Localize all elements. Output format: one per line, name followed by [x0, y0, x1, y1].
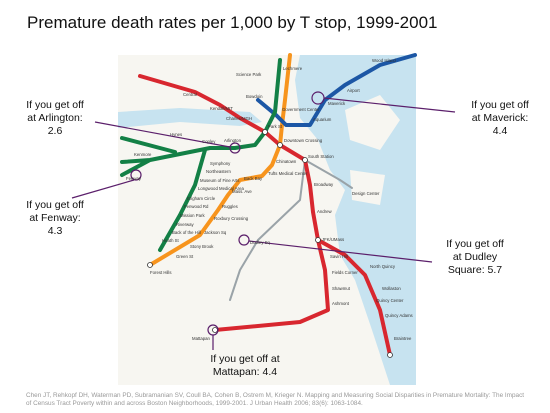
station-label: Lechmere: [283, 66, 303, 71]
station-label: Savin Hill: [330, 254, 348, 259]
station-label: Kendall/MIT: [210, 106, 233, 111]
station: [147, 262, 153, 268]
station-label: Mass. Ave: [232, 189, 252, 194]
station-label: Museum of Fine Arts: [200, 178, 239, 183]
station-label: Chinatown: [276, 159, 297, 164]
station-label: Charles/MGH: [226, 116, 252, 121]
station-label: Science Park: [236, 72, 262, 77]
station-label: Fenwood Rd: [184, 204, 209, 209]
highlight-circle: [238, 234, 250, 246]
station-label: Kenmore: [134, 152, 152, 157]
station-label: Design Center: [352, 191, 380, 196]
station-label: Copley: [202, 139, 216, 144]
station-label: Longwood Medical Area: [198, 186, 244, 191]
station-label: Mission Park: [180, 213, 205, 218]
station-label: Ashmont: [332, 301, 350, 306]
station-label: Dudley Sq: [250, 240, 270, 245]
station-label: Downtown Crossing: [284, 138, 323, 143]
station-label: Quincy Center: [376, 298, 404, 303]
station-label: Shawmut: [332, 286, 351, 291]
station-label: Central: [183, 92, 197, 97]
station: [262, 129, 268, 135]
silver-line: [229, 159, 353, 301]
station-label: Brigham Circle: [187, 196, 216, 201]
station-label: Back of the Hill: [172, 230, 201, 235]
callout-text: 4.4: [493, 125, 508, 137]
station-label: Jackson Sq: [204, 230, 227, 235]
callout-text: If you get off: [26, 199, 84, 211]
callout-text: at Fenway:: [29, 212, 80, 224]
transit-map: Science Park Lechmere Central Kendall/MIT Ch…: [71, 53, 456, 385]
station-label: Mattapan: [192, 336, 211, 341]
callout-text: Mattapan: 4.4: [213, 366, 277, 378]
station: [302, 157, 308, 163]
station: [212, 327, 218, 333]
citation: Chen JT, Rehkopf DH, Waterman PD, Subram…: [26, 392, 525, 407]
station-label: Wollaston: [382, 286, 401, 291]
green-line: [120, 58, 282, 252]
highlight-circle: [130, 169, 142, 181]
station-label: Park St: [268, 124, 283, 129]
station-label: Bowdoin: [246, 94, 263, 99]
callout-text: If you get off: [446, 238, 504, 250]
callout-text: 4.3: [48, 225, 63, 237]
callout-line: [323, 97, 456, 113]
callout-line: [71, 179, 135, 199]
callout-text: If you get off: [26, 99, 84, 111]
station-label: Fenway: [126, 176, 142, 181]
station: [387, 352, 393, 358]
station-label: Symphony: [210, 161, 231, 166]
callout-text: at Arlington:: [27, 112, 82, 124]
highlight-circle: [229, 142, 241, 154]
station-label: Wood Island: [372, 58, 396, 63]
station-label: Hynes: [170, 132, 182, 137]
orange-line: [148, 53, 292, 267]
station-label: Andrew: [317, 209, 332, 214]
callout-text: Square: 5.7: [448, 264, 502, 276]
callout-text: If you get off at: [210, 353, 279, 365]
water: [118, 108, 262, 128]
station-label: Riverway: [176, 222, 195, 227]
slide-title: Premature death rates per 1,000 by T sto…: [27, 13, 437, 32]
station: [315, 237, 321, 243]
blue-line: [256, 53, 417, 127]
station-label: Northeastern: [206, 169, 231, 174]
station-label: South Station: [308, 154, 334, 159]
callout-text: 2.6: [48, 125, 63, 137]
callout-line: [94, 121, 231, 148]
station-label: Fields Corner: [332, 270, 358, 275]
station-label: Maverick: [328, 101, 346, 106]
land: [350, 170, 385, 205]
station-label: Aquarium: [313, 117, 332, 122]
station-label: Ruggles: [222, 204, 238, 209]
station-label: Green St: [176, 254, 194, 259]
station-label: Arlington: [224, 138, 242, 143]
station-label: Roxbury Crossing: [214, 216, 249, 221]
station-label: Tufts Medical Center: [268, 171, 308, 176]
station-label: Forest Hills: [150, 270, 172, 275]
station-label: Airport: [347, 88, 360, 93]
callout-line: [248, 240, 433, 263]
callout-text: If you get off: [471, 99, 529, 111]
station-label: JFK/UMass: [322, 237, 344, 242]
station-label: North Quincy: [370, 264, 396, 269]
red-line: [138, 74, 392, 357]
callout-text: at Dudley: [453, 251, 498, 263]
station-label: Stony Brook: [190, 244, 214, 249]
station-label: Heath St: [162, 238, 180, 243]
callout-text: at Maverick:: [472, 112, 529, 124]
land: [345, 95, 400, 150]
station-label: Government Center: [282, 107, 320, 112]
station: [277, 142, 283, 148]
station-label: Back Bay: [244, 176, 263, 181]
station-label: Quincy Adams: [385, 313, 413, 318]
station-label: Broadway: [314, 182, 334, 187]
station-label: Braintree: [394, 336, 412, 341]
